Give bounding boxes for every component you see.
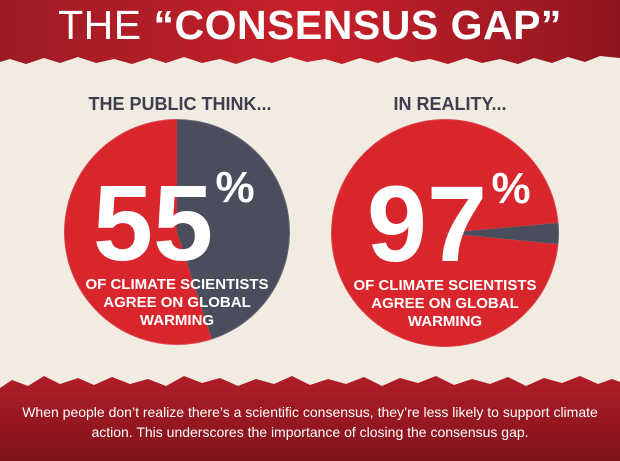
public-pie-rim — [63, 118, 291, 346]
page-title: THE “CONSENSUS GAP” — [0, 2, 620, 49]
reality-percent-sign: % — [491, 164, 530, 213]
banner-shape — [0, 0, 620, 64]
public-caption-line-3: WARMING — [140, 312, 214, 329]
footer-band — [0, 376, 620, 461]
reality-slice-other — [445, 222, 560, 245]
reality-pie-rim — [330, 118, 560, 348]
public-percent-sign: % — [215, 163, 254, 212]
public-slice-other — [177, 118, 291, 340]
footer-text: When people don’t realize there’s a scie… — [22, 404, 598, 440]
reality-caption-line-3: WARMING — [408, 313, 482, 330]
footer-shape — [0, 376, 620, 461]
in-reality-heading: IN REALITY... — [393, 94, 507, 114]
title-banner — [0, 0, 620, 64]
reality-caption-line-1: OF CLIMATE SCIENTISTS — [353, 277, 536, 294]
public-caption-line-2: AGREE ON GLOBAL — [103, 294, 251, 311]
reality-caption-line-2: AGREE ON GLOBAL — [371, 295, 519, 312]
public-big-number: 55 — [93, 162, 213, 283]
public-caption-line-1: OF CLIMATE SCIENTISTS — [85, 276, 268, 293]
public-think-heading: THE PUBLIC THINK... — [88, 94, 272, 114]
title-part-the: THE — [58, 2, 142, 48]
reality-big-number: 97 — [367, 163, 487, 284]
reality-slice-agree — [331, 119, 559, 348]
title-part-consensus-gap: “CONSENSUS GAP” — [153, 2, 562, 48]
public-slice-agree — [64, 119, 212, 345]
